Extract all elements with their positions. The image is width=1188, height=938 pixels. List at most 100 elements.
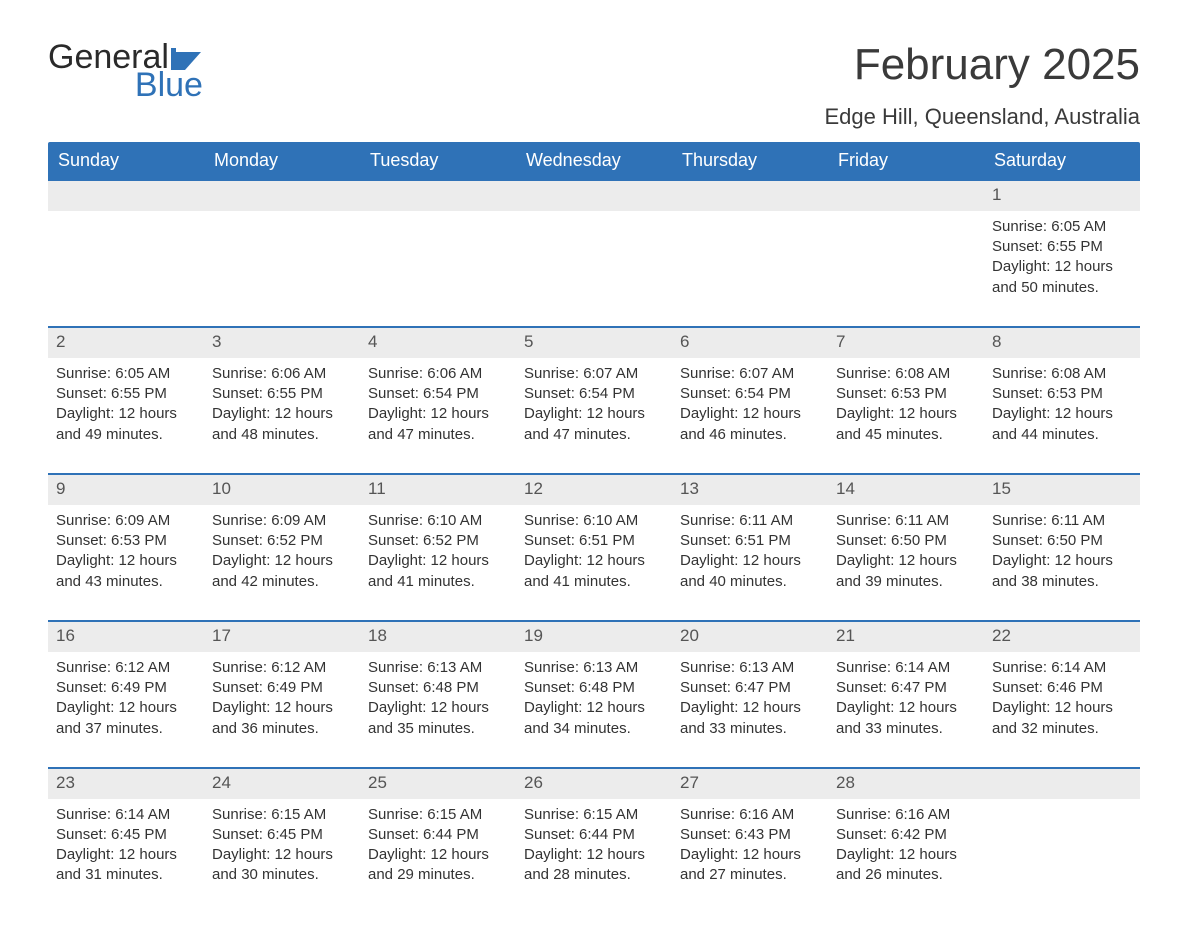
sunrise-text: Sunrise: 6:13 AM xyxy=(680,658,820,678)
day-cell: 20Sunrise: 6:13 AMSunset: 6:47 PMDayligh… xyxy=(672,622,828,751)
sunrise-text: Sunrise: 6:08 AM xyxy=(836,364,976,384)
day-cell xyxy=(672,181,828,310)
sunset-text: Sunset: 6:52 PM xyxy=(368,531,508,551)
sunset-text: Sunset: 6:50 PM xyxy=(992,531,1132,551)
day-cell: 21Sunrise: 6:14 AMSunset: 6:47 PMDayligh… xyxy=(828,622,984,751)
daylight-text: Daylight: 12 hours and 47 minutes. xyxy=(368,404,508,445)
day-number: 12 xyxy=(516,475,672,505)
day-number: 26 xyxy=(516,769,672,799)
sunset-text: Sunset: 6:53 PM xyxy=(836,384,976,404)
day-number: 1 xyxy=(984,181,1140,211)
dow-tuesday: Tuesday xyxy=(360,142,516,181)
day-cell: 19Sunrise: 6:13 AMSunset: 6:48 PMDayligh… xyxy=(516,622,672,751)
day-cell: 26Sunrise: 6:15 AMSunset: 6:44 PMDayligh… xyxy=(516,769,672,898)
sunrise-text: Sunrise: 6:07 AM xyxy=(524,364,664,384)
day-cell: 13Sunrise: 6:11 AMSunset: 6:51 PMDayligh… xyxy=(672,475,828,604)
sunset-text: Sunset: 6:46 PM xyxy=(992,678,1132,698)
week-row: 1Sunrise: 6:05 AMSunset: 6:55 PMDaylight… xyxy=(48,181,1140,310)
sunset-text: Sunset: 6:51 PM xyxy=(524,531,664,551)
sunset-text: Sunset: 6:48 PM xyxy=(524,678,664,698)
dow-wednesday: Wednesday xyxy=(516,142,672,181)
daylight-text: Daylight: 12 hours and 40 minutes. xyxy=(680,551,820,592)
daylight-text: Daylight: 12 hours and 27 minutes. xyxy=(680,845,820,886)
sunset-text: Sunset: 6:55 PM xyxy=(56,384,196,404)
sunrise-text: Sunrise: 6:05 AM xyxy=(992,217,1132,237)
sunset-text: Sunset: 6:48 PM xyxy=(368,678,508,698)
day-number: 7 xyxy=(828,328,984,358)
brand-logo: General Blue xyxy=(48,40,205,102)
sunrise-text: Sunrise: 6:08 AM xyxy=(992,364,1132,384)
day-cell: 14Sunrise: 6:11 AMSunset: 6:50 PMDayligh… xyxy=(828,475,984,604)
week-row: 23Sunrise: 6:14 AMSunset: 6:45 PMDayligh… xyxy=(48,767,1140,898)
daylight-text: Daylight: 12 hours and 36 minutes. xyxy=(212,698,352,739)
day-number: 5 xyxy=(516,328,672,358)
week-row: 16Sunrise: 6:12 AMSunset: 6:49 PMDayligh… xyxy=(48,620,1140,751)
dow-friday: Friday xyxy=(828,142,984,181)
day-number: 8 xyxy=(984,328,1140,358)
calendar: Sunday Monday Tuesday Wednesday Thursday… xyxy=(48,142,1140,898)
daylight-text: Daylight: 12 hours and 37 minutes. xyxy=(56,698,196,739)
sunset-text: Sunset: 6:45 PM xyxy=(56,825,196,845)
day-number: 14 xyxy=(828,475,984,505)
day-number: 23 xyxy=(48,769,204,799)
sunrise-text: Sunrise: 6:11 AM xyxy=(836,511,976,531)
day-cell: 1Sunrise: 6:05 AMSunset: 6:55 PMDaylight… xyxy=(984,181,1140,310)
sunset-text: Sunset: 6:49 PM xyxy=(212,678,352,698)
day-cell: 22Sunrise: 6:14 AMSunset: 6:46 PMDayligh… xyxy=(984,622,1140,751)
day-number: 17 xyxy=(204,622,360,652)
daylight-text: Daylight: 12 hours and 32 minutes. xyxy=(992,698,1132,739)
week-row: 2Sunrise: 6:05 AMSunset: 6:55 PMDaylight… xyxy=(48,326,1140,457)
day-cell: 10Sunrise: 6:09 AMSunset: 6:52 PMDayligh… xyxy=(204,475,360,604)
day-cell xyxy=(828,181,984,310)
daylight-text: Daylight: 12 hours and 49 minutes. xyxy=(56,404,196,445)
daylight-text: Daylight: 12 hours and 41 minutes. xyxy=(524,551,664,592)
dow-sunday: Sunday xyxy=(48,142,204,181)
daylight-text: Daylight: 12 hours and 28 minutes. xyxy=(524,845,664,886)
day-cell: 9Sunrise: 6:09 AMSunset: 6:53 PMDaylight… xyxy=(48,475,204,604)
sunset-text: Sunset: 6:42 PM xyxy=(836,825,976,845)
day-cell: 2Sunrise: 6:05 AMSunset: 6:55 PMDaylight… xyxy=(48,328,204,457)
daylight-text: Daylight: 12 hours and 35 minutes. xyxy=(368,698,508,739)
sunrise-text: Sunrise: 6:09 AM xyxy=(56,511,196,531)
sunrise-text: Sunrise: 6:12 AM xyxy=(212,658,352,678)
day-cell xyxy=(48,181,204,310)
daylight-text: Daylight: 12 hours and 46 minutes. xyxy=(680,404,820,445)
daylight-text: Daylight: 12 hours and 41 minutes. xyxy=(368,551,508,592)
daylight-text: Daylight: 12 hours and 31 minutes. xyxy=(56,845,196,886)
sunrise-text: Sunrise: 6:14 AM xyxy=(836,658,976,678)
dow-header-row: Sunday Monday Tuesday Wednesday Thursday… xyxy=(48,142,1140,181)
day-cell: 24Sunrise: 6:15 AMSunset: 6:45 PMDayligh… xyxy=(204,769,360,898)
sunset-text: Sunset: 6:44 PM xyxy=(524,825,664,845)
daylight-text: Daylight: 12 hours and 26 minutes. xyxy=(836,845,976,886)
sunset-text: Sunset: 6:54 PM xyxy=(368,384,508,404)
day-cell: 8Sunrise: 6:08 AMSunset: 6:53 PMDaylight… xyxy=(984,328,1140,457)
day-number xyxy=(828,181,984,211)
daylight-text: Daylight: 12 hours and 30 minutes. xyxy=(212,845,352,886)
day-number: 19 xyxy=(516,622,672,652)
daylight-text: Daylight: 12 hours and 34 minutes. xyxy=(524,698,664,739)
day-number: 22 xyxy=(984,622,1140,652)
day-cell: 27Sunrise: 6:16 AMSunset: 6:43 PMDayligh… xyxy=(672,769,828,898)
day-cell: 5Sunrise: 6:07 AMSunset: 6:54 PMDaylight… xyxy=(516,328,672,457)
day-number: 4 xyxy=(360,328,516,358)
dow-monday: Monday xyxy=(204,142,360,181)
day-number: 16 xyxy=(48,622,204,652)
day-cell: 4Sunrise: 6:06 AMSunset: 6:54 PMDaylight… xyxy=(360,328,516,457)
day-cell: 23Sunrise: 6:14 AMSunset: 6:45 PMDayligh… xyxy=(48,769,204,898)
day-number xyxy=(672,181,828,211)
day-number: 15 xyxy=(984,475,1140,505)
header: General Blue February 2025 Edge Hill, Qu… xyxy=(48,40,1140,130)
daylight-text: Daylight: 12 hours and 29 minutes. xyxy=(368,845,508,886)
day-cell: 11Sunrise: 6:10 AMSunset: 6:52 PMDayligh… xyxy=(360,475,516,604)
sunrise-text: Sunrise: 6:12 AM xyxy=(56,658,196,678)
day-number xyxy=(204,181,360,211)
daylight-text: Daylight: 12 hours and 44 minutes. xyxy=(992,404,1132,445)
day-cell: 12Sunrise: 6:10 AMSunset: 6:51 PMDayligh… xyxy=(516,475,672,604)
sunset-text: Sunset: 6:54 PM xyxy=(680,384,820,404)
day-number: 25 xyxy=(360,769,516,799)
sunrise-text: Sunrise: 6:10 AM xyxy=(368,511,508,531)
sunset-text: Sunset: 6:49 PM xyxy=(56,678,196,698)
title-block: February 2025 Edge Hill, Queensland, Aus… xyxy=(824,40,1140,130)
day-number: 10 xyxy=(204,475,360,505)
sunset-text: Sunset: 6:55 PM xyxy=(992,237,1132,257)
